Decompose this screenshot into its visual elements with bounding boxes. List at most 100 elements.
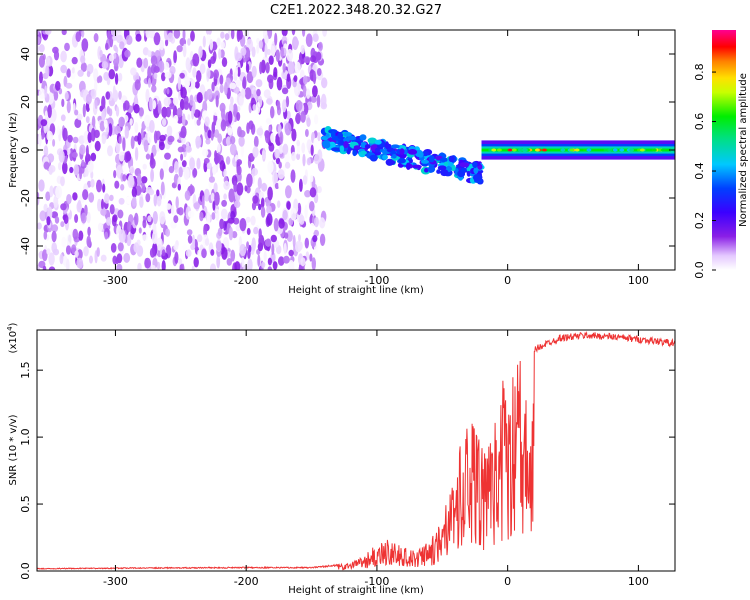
heatmap-cell — [517, 148, 523, 152]
heatmap-cell — [172, 97, 179, 106]
heatmap-cell — [286, 73, 291, 82]
heatmap-cell — [382, 154, 388, 160]
heatmap-cell — [184, 76, 191, 88]
heatmap-cell — [242, 264, 249, 270]
heatmap-cell — [178, 166, 183, 178]
heatmap-cell — [256, 88, 261, 97]
heatmap-cell — [110, 30, 115, 36]
heatmap-cell — [252, 195, 259, 204]
heatmap-cell — [83, 246, 89, 257]
heatmap-cell — [209, 39, 214, 51]
heatmap-cell — [37, 100, 43, 113]
snr-y-tick-label: 0.0 — [19, 562, 32, 580]
heatmap-cell — [391, 154, 397, 159]
heatmap-cell — [150, 168, 155, 183]
heatmap-cell — [472, 161, 478, 169]
heatmap-cell — [266, 118, 272, 125]
heatmap-cell — [398, 157, 406, 164]
heatmap-cell — [164, 61, 170, 71]
heatmap-cell — [244, 87, 252, 100]
heatmap-cell — [240, 143, 245, 158]
heatmap-cell — [193, 202, 200, 210]
heatmap-cell — [403, 149, 408, 155]
heatmap-cell — [47, 104, 52, 119]
heatmap-cell — [317, 68, 322, 76]
heatmap-cell — [144, 257, 151, 269]
spectrogram-y-tick-label: 20 — [19, 95, 32, 109]
heatmap-cell — [105, 42, 109, 51]
heatmap-cell — [91, 89, 95, 96]
heatmap-cell — [151, 265, 156, 270]
heatmap-cell — [278, 218, 285, 229]
heatmap-cell — [161, 118, 167, 126]
heatmap-cell — [266, 48, 271, 56]
heatmap-cell — [196, 119, 201, 126]
heatmap-cell — [201, 148, 209, 157]
heatmap-cell — [184, 190, 191, 201]
heatmap-cell — [181, 113, 186, 126]
heatmap-cell — [278, 161, 282, 169]
heatmap-cell — [51, 224, 59, 233]
heatmap-cell — [282, 62, 286, 73]
heatmap-cell — [255, 79, 263, 88]
heatmap-cell — [491, 148, 497, 152]
heatmap-cell — [253, 135, 259, 148]
heatmap-cell — [507, 148, 513, 152]
heatmap-cell — [147, 215, 152, 223]
heatmap-cell — [238, 95, 244, 106]
heatmap-cell — [280, 46, 284, 58]
heatmap-cell — [48, 166, 53, 175]
heatmap-cell — [194, 81, 200, 89]
heatmap-cell — [181, 160, 187, 168]
heatmap-cell — [100, 254, 107, 262]
heatmap-cell — [272, 261, 278, 270]
heatmap-cell — [140, 127, 144, 140]
heatmap-cell — [75, 31, 82, 42]
heatmap-cell — [374, 139, 382, 145]
heatmap-cell — [283, 242, 287, 255]
heatmap-cell — [118, 197, 125, 205]
heatmap-cell — [173, 30, 181, 39]
heatmap-cell — [325, 133, 330, 138]
heatmap-cell — [246, 122, 250, 134]
heatmap-cell — [159, 168, 164, 181]
heatmap-cell — [102, 183, 106, 193]
heatmap-cell — [534, 148, 540, 152]
heatmap-cell — [267, 186, 273, 201]
heatmap-cell — [199, 63, 206, 74]
heatmap-cell — [282, 143, 289, 155]
heatmap-cell — [64, 42, 70, 52]
heatmap-cell — [60, 114, 66, 122]
heatmap-cell — [263, 89, 271, 99]
heatmap-cell — [179, 131, 186, 138]
heatmap-cell — [227, 127, 233, 136]
heatmap-cell — [145, 193, 151, 203]
heatmap-cell — [306, 139, 312, 152]
heatmap-cell — [142, 163, 147, 170]
heatmap-cell — [360, 150, 367, 155]
heatmap-cell — [96, 247, 100, 257]
heatmap-cell — [296, 153, 301, 160]
heatmap-cell — [252, 146, 259, 158]
heatmap-cell — [100, 208, 107, 216]
heatmap-cell — [286, 230, 293, 242]
heatmap-cell — [313, 153, 321, 165]
heatmap-cell — [412, 164, 422, 169]
heatmap-cell — [71, 151, 78, 158]
heatmap-cell — [427, 165, 436, 173]
heatmap-cell — [165, 106, 172, 118]
heatmap-cell — [278, 144, 284, 154]
heatmap-cell — [313, 138, 318, 149]
heatmap-cell — [123, 252, 131, 263]
heatmap-cell — [256, 127, 264, 136]
heatmap-cell — [253, 89, 257, 99]
heatmap-cell — [317, 132, 321, 142]
heatmap-cell — [295, 112, 301, 125]
heatmap-cell — [236, 112, 241, 121]
heatmap-cell — [43, 203, 48, 213]
heatmap-cell — [211, 81, 215, 92]
heatmap-cell — [264, 130, 270, 139]
heatmap-cell — [574, 148, 580, 152]
heatmap-cell — [46, 130, 53, 142]
heatmap-cell — [174, 161, 179, 174]
